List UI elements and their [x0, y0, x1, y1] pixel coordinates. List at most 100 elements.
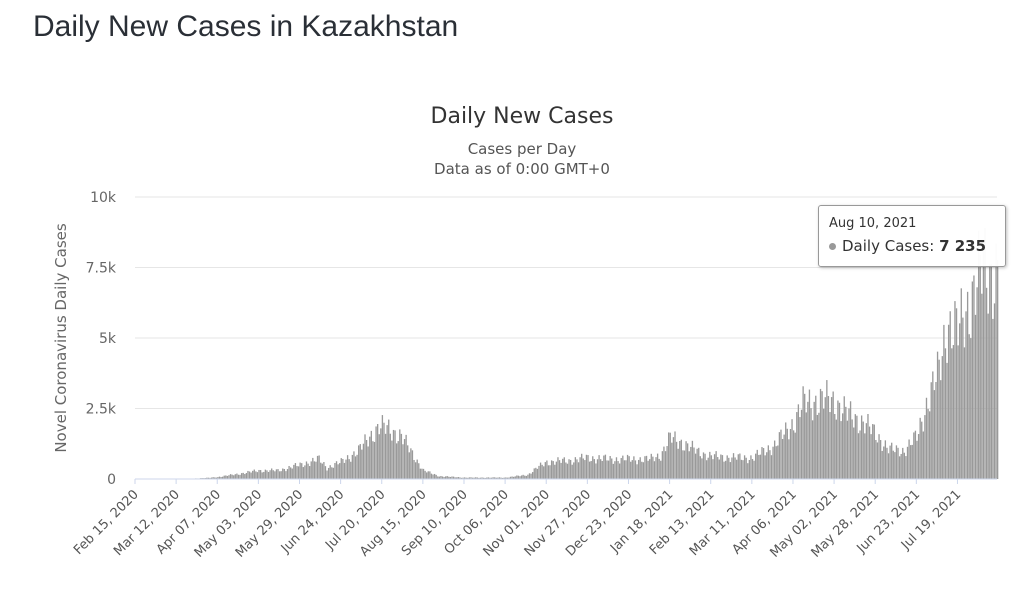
bar: [965, 311, 967, 479]
bar: [568, 459, 570, 479]
bar: [539, 462, 542, 479]
bar: [622, 455, 624, 479]
bar: [867, 413, 869, 479]
bar: [800, 409, 803, 479]
bar: [641, 461, 643, 479]
bar: [823, 408, 825, 479]
bar: [476, 477, 478, 479]
bar: [721, 455, 724, 479]
bar: [982, 251, 985, 479]
bar: [593, 459, 596, 479]
bar: [269, 470, 271, 479]
bar: [762, 448, 765, 479]
bar: [756, 449, 758, 479]
bar: [603, 455, 605, 479]
bar: [233, 475, 235, 479]
bar: [713, 454, 716, 479]
bar: [970, 338, 972, 479]
bar: [740, 459, 743, 479]
bar: [908, 439, 910, 479]
bar: [993, 303, 996, 479]
bar: [484, 477, 486, 479]
bar: [759, 454, 762, 479]
bar: [565, 462, 567, 479]
bar: [255, 471, 257, 479]
bar: [516, 475, 518, 479]
bar: [454, 477, 456, 479]
bar: [802, 386, 804, 479]
bar: [645, 455, 648, 479]
bar: [672, 437, 675, 479]
bar: [702, 452, 705, 479]
bar: [663, 446, 665, 479]
bar: [799, 417, 801, 479]
bar: [634, 460, 637, 479]
bar: [239, 474, 241, 479]
bar: [218, 476, 221, 479]
bar: [320, 462, 322, 479]
bar: [955, 308, 958, 479]
bar: [736, 459, 738, 479]
bar: [853, 427, 855, 479]
bar: [261, 472, 263, 479]
bar: [971, 281, 974, 479]
bar: [326, 470, 328, 479]
bar: [758, 454, 760, 479]
bar: [522, 474, 524, 479]
bar: [302, 467, 304, 479]
bar: [922, 431, 924, 479]
bar: [668, 432, 670, 479]
bar: [919, 417, 921, 479]
tooltip-label: Daily Cases:: [842, 237, 940, 255]
bar: [356, 454, 358, 479]
bar: [615, 457, 618, 479]
bar: [448, 476, 450, 479]
bar: [520, 475, 523, 479]
bar: [486, 477, 488, 479]
bar: [577, 462, 580, 479]
bar: [416, 459, 418, 479]
bar: [560, 462, 562, 479]
bar: [345, 459, 347, 479]
bar: [538, 465, 540, 479]
bar: [690, 446, 692, 479]
bar: [876, 442, 879, 479]
bar: [234, 474, 236, 479]
bar: [884, 440, 887, 479]
bar: [550, 460, 553, 479]
bar: [927, 408, 929, 479]
bar: [351, 454, 354, 479]
bar: [821, 391, 823, 479]
bar: [962, 317, 964, 479]
bar: [581, 453, 583, 479]
bar: [280, 471, 282, 479]
bar: [838, 402, 841, 479]
bar: [889, 445, 891, 479]
bar: [457, 477, 459, 479]
bar: [894, 452, 896, 479]
bar: [294, 463, 297, 479]
bar: [413, 459, 415, 479]
bar: [830, 397, 833, 479]
bar: [679, 440, 681, 479]
bar: [974, 314, 977, 479]
bar: [617, 461, 619, 479]
bar: [531, 472, 534, 479]
bar: [742, 460, 744, 479]
bar: [851, 419, 853, 479]
bar: [902, 447, 904, 479]
bar: [804, 393, 806, 479]
y-tick-label: 2.5k: [86, 402, 117, 418]
bar: [490, 477, 493, 479]
y-tick-label: 7.5k: [86, 261, 117, 277]
bar: [369, 436, 371, 479]
bar: [709, 451, 711, 479]
bar: [282, 468, 284, 479]
bar: [348, 459, 350, 479]
bar: [816, 414, 819, 479]
bar: [489, 477, 491, 479]
bar: [868, 426, 871, 479]
bar: [707, 457, 709, 479]
bar: [573, 462, 575, 479]
bar: [954, 301, 956, 479]
